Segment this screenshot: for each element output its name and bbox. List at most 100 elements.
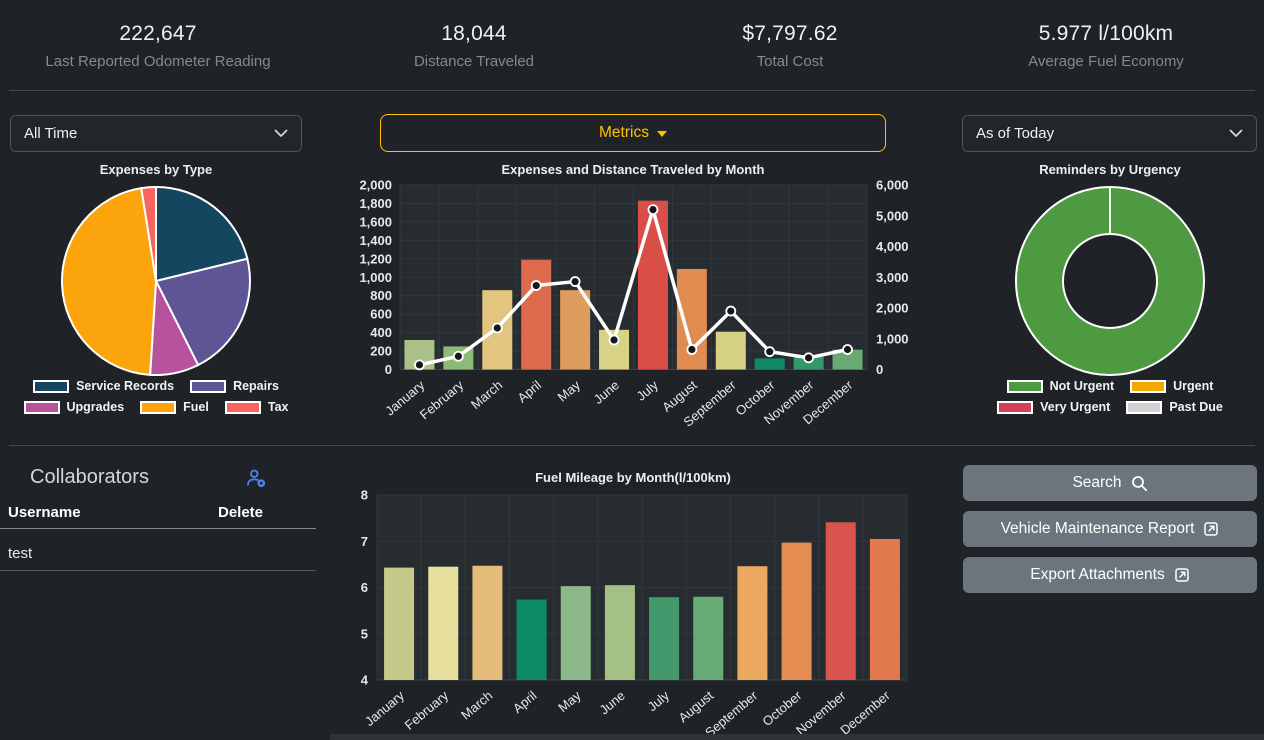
svg-text:6,000: 6,000 xyxy=(876,178,909,193)
divider xyxy=(9,445,1255,446)
metrics-dropdown-button[interactable]: Metrics xyxy=(380,114,886,152)
legend-item-past-due[interactable]: Past Due xyxy=(1126,400,1223,414)
legend-label: Urgent xyxy=(1173,379,1214,393)
svg-text:0: 0 xyxy=(876,362,883,377)
legend-item-tax[interactable]: Tax xyxy=(224,400,288,414)
svg-text:4,000: 4,000 xyxy=(876,239,909,254)
svg-text:5,000: 5,000 xyxy=(876,208,909,223)
legend-label: Not Urgent xyxy=(1049,379,1115,393)
horizontal-scrollbar[interactable] xyxy=(330,734,1264,740)
svg-text:1,400: 1,400 xyxy=(359,233,392,248)
svg-text:2,000: 2,000 xyxy=(359,178,392,193)
divider xyxy=(9,90,1255,91)
svg-text:800: 800 xyxy=(370,288,392,303)
legend-swatch xyxy=(1006,379,1043,393)
pie-chart-title: Expenses by Type xyxy=(99,162,213,177)
stat-label: Total Cost xyxy=(756,53,824,70)
svg-text:August: August xyxy=(676,688,717,726)
legend-swatch xyxy=(1130,379,1167,393)
svg-text:April: April xyxy=(510,688,540,716)
reminder-range-select[interactable]: As of Today xyxy=(962,115,1257,152)
legend-item-urgent[interactable]: Urgent xyxy=(1130,379,1213,393)
legend-label: Repairs xyxy=(233,379,279,393)
vehicle-maintenance-report-button[interactable]: Vehicle Maintenance Report xyxy=(963,511,1257,547)
expenses-distance-combo-chart: 2,000 1,800 1,600 1,400 1,200 1,000 800 600 400 2… xyxy=(359,178,909,430)
stat-distance-traveled: 18,044 Distance Traveled xyxy=(316,0,632,90)
table-header-divider xyxy=(0,528,316,529)
chevron-down-icon xyxy=(274,129,288,137)
stat-label: Distance Traveled xyxy=(413,53,535,70)
legend-swatch xyxy=(140,400,177,414)
svg-text:February: February xyxy=(402,687,452,732)
stat-odometer-reading: 222,647 Last Reported Odometer Reading xyxy=(0,0,316,90)
person-add-icon[interactable] xyxy=(246,468,266,488)
svg-text:1,000: 1,000 xyxy=(359,270,392,285)
legend-swatch xyxy=(997,400,1034,414)
search-icon xyxy=(1131,475,1147,491)
stat-label: Last Reported Odometer Reading xyxy=(45,53,271,70)
svg-text:400: 400 xyxy=(370,325,392,340)
svg-text:1,800: 1,800 xyxy=(359,196,392,211)
legend-item-not-urgent[interactable]: Not Urgent xyxy=(1006,379,1115,393)
stats-bar: 222,647 Last Reported Odometer Reading 1… xyxy=(0,0,1264,90)
svg-text:1,200: 1,200 xyxy=(359,251,392,266)
search-button[interactable]: Search xyxy=(963,465,1257,501)
legend-label: Service Records xyxy=(76,379,175,393)
reminders-by-urgency-donut-chart xyxy=(1015,186,1205,376)
export-button-label: Export Attachments xyxy=(1030,566,1165,583)
legend-swatch xyxy=(1126,400,1163,414)
svg-text:December: December xyxy=(837,687,893,737)
svg-text:April: April xyxy=(515,377,545,405)
pie-legend: Service Records Repairs Upgrades Fuel Tax xyxy=(10,379,302,414)
svg-text:1,600: 1,600 xyxy=(359,214,392,229)
svg-text:2,000: 2,000 xyxy=(876,301,909,316)
legend-label: Upgrades xyxy=(66,400,125,414)
svg-text:June: June xyxy=(591,377,622,407)
combo-chart-title: Expenses and Distance Traveled by Month xyxy=(501,162,765,177)
svg-text:4: 4 xyxy=(361,673,369,688)
table-row-divider xyxy=(0,570,316,571)
legend-item-repairs[interactable]: Repairs xyxy=(190,379,279,393)
collaborators-delete-header: Delete xyxy=(218,504,264,521)
legend-swatch xyxy=(224,400,261,414)
time-range-select[interactable]: All Time xyxy=(10,115,302,152)
svg-text:July: July xyxy=(634,377,662,404)
svg-text:January: January xyxy=(362,687,407,729)
external-link-icon xyxy=(1174,568,1189,582)
svg-text:5: 5 xyxy=(361,626,368,641)
svg-text:6: 6 xyxy=(361,580,368,595)
time-range-value: All Time xyxy=(24,125,78,142)
svg-text:May: May xyxy=(555,687,584,715)
stat-label: Average Fuel Economy xyxy=(1028,53,1184,70)
svg-text:7: 7 xyxy=(361,534,368,549)
search-button-label: Search xyxy=(1072,474,1122,491)
svg-text:July: July xyxy=(645,687,673,714)
svg-text:May: May xyxy=(555,377,584,405)
stat-total-cost: $7,797.62 Total Cost xyxy=(632,0,948,90)
donut-chart-title: Reminders by Urgency xyxy=(1039,162,1181,177)
export-attachments-button[interactable]: Export Attachments xyxy=(963,557,1257,593)
fuel-chart-title: Fuel Mileage by Month(l/100km) xyxy=(535,470,731,485)
legend-label: Past Due xyxy=(1169,400,1223,414)
svg-text:200: 200 xyxy=(370,344,392,359)
stat-value: 18,044 xyxy=(441,22,507,45)
legend-item-fuel[interactable]: Fuel xyxy=(140,400,209,414)
legend-item-service-records[interactable]: Service Records xyxy=(33,379,174,393)
caret-down-icon xyxy=(656,131,667,137)
collaborators-username-header: Username xyxy=(8,504,81,521)
expenses-by-type-pie-chart xyxy=(61,186,251,376)
svg-text:March: March xyxy=(468,377,505,412)
stat-value: 5.977 l/100km xyxy=(1038,22,1174,45)
svg-text:3,000: 3,000 xyxy=(876,270,909,285)
legend-item-very-urgent[interactable]: Very Urgent xyxy=(997,400,1110,414)
legend-swatch xyxy=(33,379,70,393)
report-button-label: Vehicle Maintenance Report xyxy=(1000,520,1195,537)
legend-item-upgrades[interactable]: Upgrades xyxy=(23,400,125,414)
external-link-icon xyxy=(1204,522,1219,536)
collaborator-row-username: test xyxy=(8,545,33,562)
stat-value: 222,647 xyxy=(119,22,197,45)
svg-text:February: February xyxy=(417,377,467,422)
reminder-range-value: As of Today xyxy=(976,125,1055,142)
svg-text:June: June xyxy=(597,688,628,718)
